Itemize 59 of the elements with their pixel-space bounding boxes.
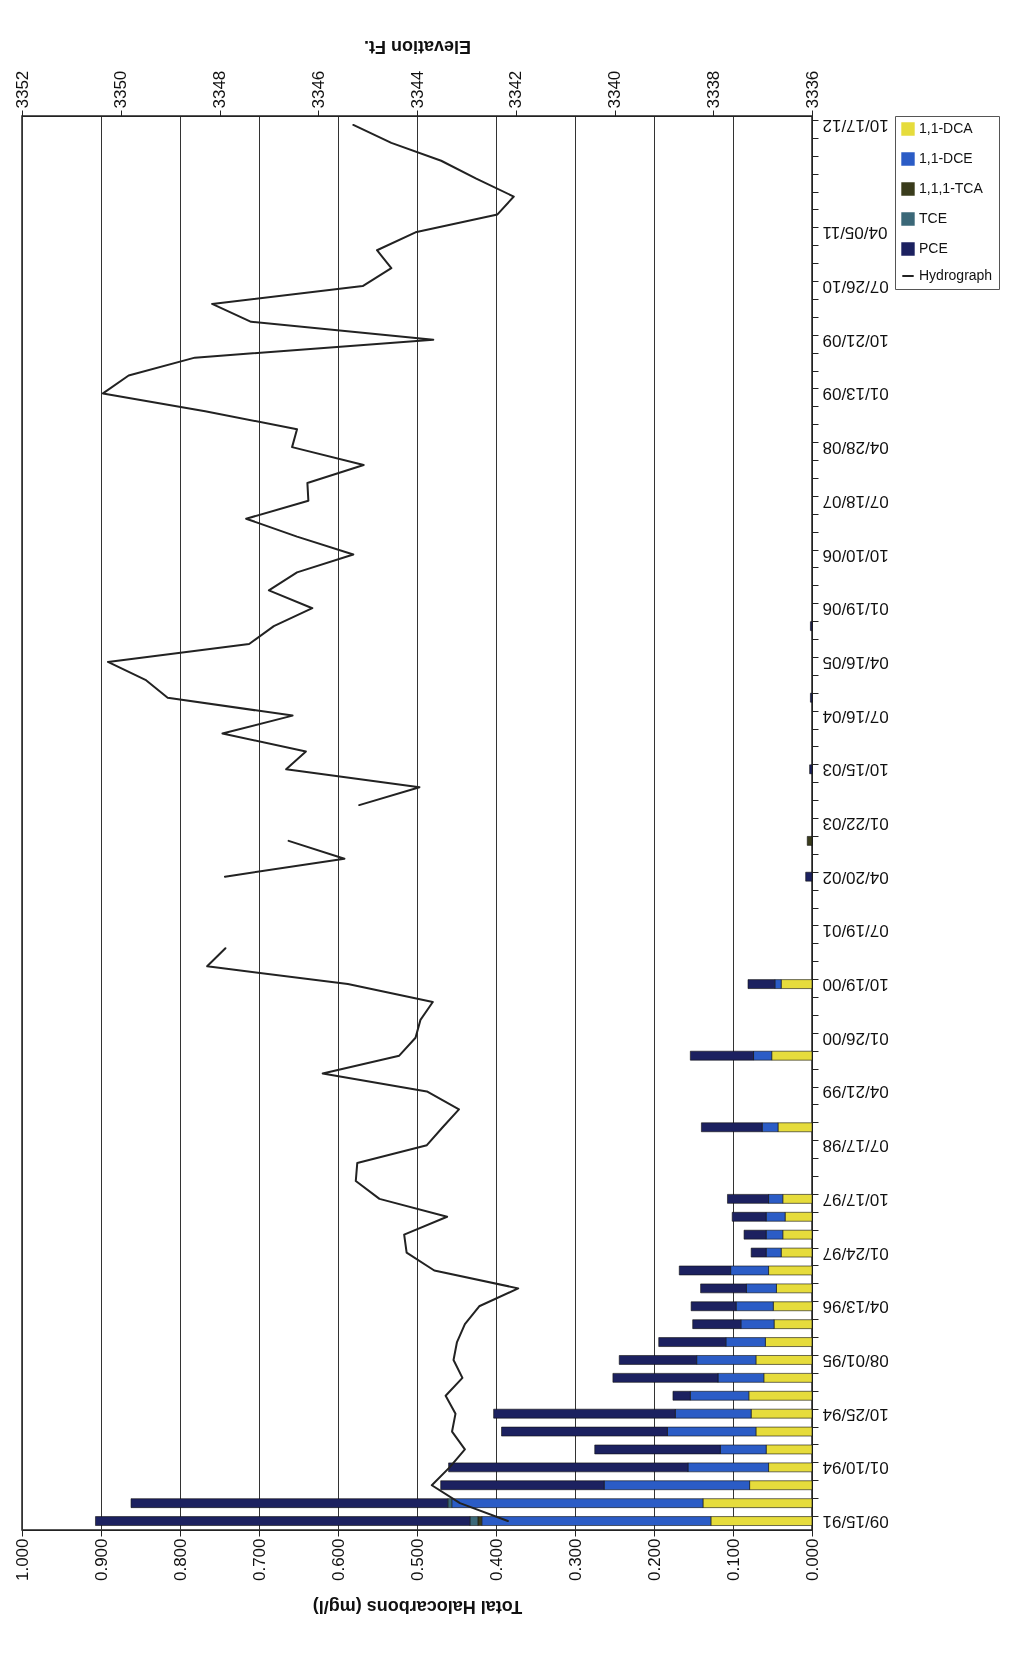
y-tick-label: 07/26/10: [822, 277, 889, 297]
legend-label: TCE: [919, 210, 947, 226]
legend-label: Hydrograph: [919, 267, 993, 283]
x-tick-label: 0.000: [802, 1538, 822, 1582]
y-tick-label: 04/16/05: [822, 652, 889, 672]
legend-label: 1,1-DCE: [919, 150, 973, 166]
y-tick-label: 10/17/12: [822, 115, 889, 135]
x2-tick-label: 3346: [308, 70, 328, 109]
x2-tick-label: 3344: [407, 70, 427, 109]
y-tick-label: 10/17/97: [822, 1189, 889, 1209]
x-axis-title: Total Halocarbons (mg/l): [312, 1597, 523, 1618]
x-tick-label: 0.100: [723, 1538, 743, 1582]
legend-label: PCE: [919, 240, 948, 256]
legend-label: 1,1,1-TCA: [919, 180, 984, 196]
x2-tick-label: 3352: [12, 70, 32, 109]
y-tick-label: 01/24/97: [822, 1243, 889, 1263]
y-tick-label: 01/13/09: [822, 384, 889, 404]
x-tick-label: 0.200: [644, 1538, 664, 1582]
x-tick-label: 0.400: [486, 1538, 506, 1582]
y-tick-label: 01/22/03: [822, 814, 889, 833]
y-tick-label: 10/15/03: [822, 760, 889, 780]
y-tick-label: 04/21/99: [822, 1082, 889, 1102]
x2-tick-label: 3340: [605, 70, 624, 109]
y-tick-label: 09/15/91: [822, 1512, 889, 1532]
y-tick-label: 10/21/09: [822, 330, 889, 350]
y-tick-label: 10/19/00: [822, 975, 889, 995]
bar: [805, 871, 813, 882]
x-tick-label: 0.700: [249, 1538, 269, 1582]
y-tick-label: 04/20/02: [822, 867, 889, 887]
y-tick-label: 08/01/95: [822, 1350, 889, 1370]
y-tick-label: 01/19/06: [822, 599, 889, 619]
x2-tick-label: 3336: [802, 70, 822, 109]
x2-tick-label: 3348: [210, 70, 229, 109]
y-tick-label: 07/19/01: [822, 921, 889, 941]
x-tick-label: 0.300: [565, 1538, 585, 1582]
x-tick-label: 0.900: [91, 1538, 111, 1582]
bar: [130, 1498, 449, 1508]
y-tick-label: 04/28/08: [822, 438, 889, 458]
y-tick-label: 10/10/06: [822, 545, 889, 565]
x-tick-label: 1.000: [12, 1538, 32, 1582]
y-tick-label: 01/10/94: [822, 1458, 889, 1478]
y-tick-label: 10/25/94: [822, 1404, 889, 1424]
x2-tick-label: 3350: [111, 70, 131, 109]
x2-tick-label: 3342: [506, 70, 526, 109]
bar: [780, 979, 813, 989]
bar: [806, 836, 813, 846]
y-tick-label: 01/26/00: [822, 1028, 889, 1048]
legend-label: 1,1-DCA: [919, 120, 974, 136]
y-tick-label: 07/18/07: [822, 491, 889, 511]
y-tick-label: 04/05/11: [822, 223, 888, 243]
y-tick-label: 04/13/96: [822, 1297, 889, 1317]
x-tick-label: 0.500: [407, 1538, 427, 1582]
x-tick-label: 0.800: [170, 1538, 190, 1582]
y-tick-label: 07/17/98: [822, 1136, 889, 1156]
bar: [809, 764, 813, 775]
x-tick-label: 0.600: [328, 1538, 348, 1582]
y-tick-label: 07/16/04: [822, 706, 889, 726]
x2-tick-label: 3338: [703, 70, 723, 109]
x2-axis-title: Elevation Ft.: [363, 36, 472, 57]
